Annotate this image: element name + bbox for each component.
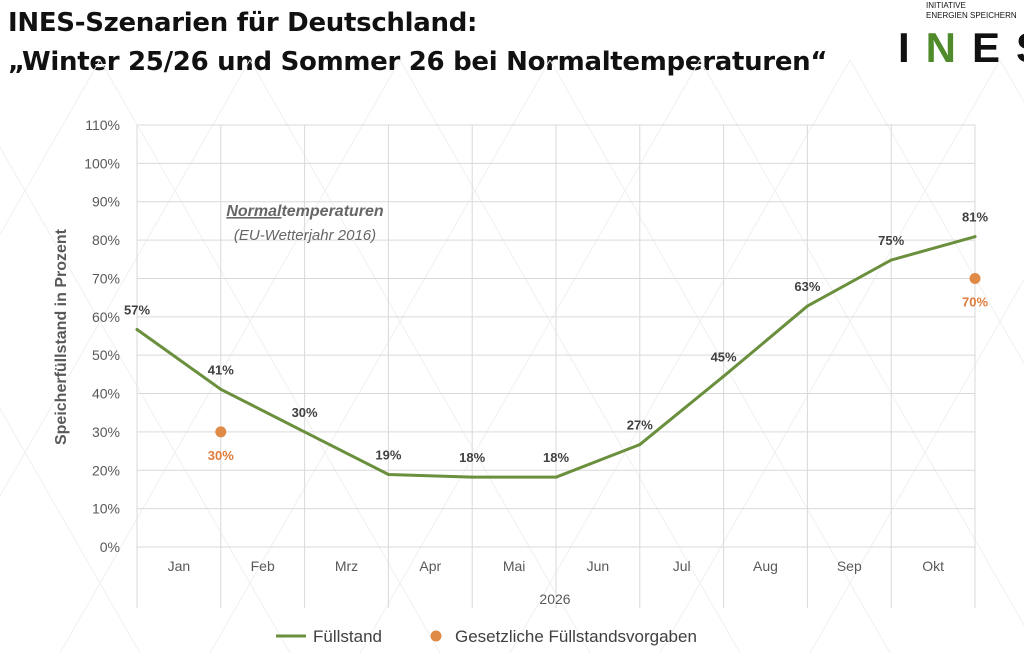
legend: Füllstand Gesetzliche Füllstandsvorgaben	[276, 627, 697, 646]
x-tick-label: Feb	[251, 558, 275, 574]
fuellstand-data-label: 45%	[711, 349, 737, 364]
logo-wordmark: INES	[898, 24, 1024, 71]
bg-pattern-line	[0, 146, 291, 653]
y-tick-label: 20%	[92, 462, 120, 478]
legend-label-vorgaben: Gesetzliche Füllstandsvorgaben	[455, 627, 697, 646]
y-tick-label: 10%	[92, 501, 120, 517]
y-tick-label: 30%	[92, 424, 120, 440]
series-fuellstand	[135, 235, 977, 479]
series-fuellstand-labels: 57% 41% 30% 19% 18% 18% 27% 45% 63% 75% 81%	[124, 210, 988, 466]
x-axis-ticks: Jan Feb Mrz Apr Mai Jun Jul Aug Sep Okt	[168, 558, 944, 574]
fuellstand-point	[805, 304, 809, 308]
bg-pattern-line	[659, 59, 1001, 653]
y-tick-label: 100%	[84, 155, 120, 171]
bg-pattern-line	[0, 59, 251, 498]
fuellstand-point	[973, 235, 977, 239]
fuellstand-data-label: 19%	[375, 447, 401, 462]
page-title: INES-Szenarien für Deutschland: „Winter …	[8, 4, 827, 82]
bg-pattern-line	[399, 59, 741, 653]
fuellstand-point	[722, 374, 726, 378]
vorgabe-data-label: 30%	[208, 448, 234, 463]
fuellstand-point	[554, 475, 558, 479]
bg-pattern-line	[509, 59, 851, 653]
title-line-1: INES-Szenarien für Deutschland:	[8, 8, 478, 38]
bg-pattern-line	[0, 59, 101, 236]
annotation-subtitle: (EU-Wetterjahr 2016)	[234, 227, 376, 244]
y-tick-label: 110%	[85, 117, 120, 133]
x-tick-label: Jul	[673, 558, 691, 574]
y-tick-label: 40%	[92, 386, 120, 402]
fuellstand-point	[889, 258, 893, 262]
vorgabe-point	[215, 426, 227, 438]
y-tick-label: 60%	[92, 309, 120, 325]
x-tick-label: Mrz	[335, 558, 358, 574]
fuellstand-point	[219, 387, 223, 391]
vorgabe-data-label: 70%	[962, 294, 988, 309]
bg-pattern-line	[99, 59, 441, 653]
fuellstand-point	[135, 327, 139, 331]
fuellstand-point	[303, 430, 307, 434]
x-tick-label: Apr	[419, 558, 441, 574]
x-tick-label: Jun	[587, 558, 610, 574]
legend-label-fuellstand: Füllstand	[313, 627, 382, 646]
x-tick-label: Aug	[753, 558, 778, 574]
y-tick-label: 50%	[92, 347, 120, 363]
logo-tagline: INITIATIVE ENERGIEN SPEICHERN	[926, 1, 1017, 21]
fuellstand-data-label: 75%	[878, 233, 904, 248]
ines-logo: INITIATIVE ENERGIEN SPEICHERN INES	[896, 0, 1024, 74]
bg-pattern-line	[0, 407, 141, 653]
annotation: Normaltemperaturen (EU-Wetterjahr 2016)	[226, 203, 384, 244]
bg-pattern-line	[59, 59, 401, 653]
x-tick-label: Sep	[837, 558, 862, 574]
y-tick-label: 90%	[92, 194, 120, 210]
series-vorgaben: 30% 70%	[208, 272, 988, 463]
y-tick-label: 0%	[100, 539, 120, 555]
y-tick-label: 70%	[92, 270, 120, 286]
bg-pattern-line	[249, 59, 591, 653]
fuellstand-data-label: 18%	[459, 450, 485, 465]
vorgabe-point	[969, 272, 981, 284]
bg-pattern-line	[699, 59, 1024, 627]
x-tick-label: Okt	[922, 558, 944, 574]
background-pattern	[0, 59, 1024, 653]
fuellstand-point	[470, 475, 474, 479]
legend-swatch-vorgaben	[430, 630, 442, 642]
fuellstand-data-label: 30%	[292, 405, 318, 420]
fuellstand-data-label: 81%	[962, 210, 988, 225]
y-axis-label: Speicherfüllstand in Prozent	[53, 228, 70, 445]
chart-grid	[136, 124, 976, 608]
logo-tagline-line-1: INITIATIVE	[926, 1, 966, 10]
logo-tagline-line-2: ENERGIEN SPEICHERN	[926, 11, 1017, 20]
y-tick-label: 80%	[92, 232, 120, 248]
bg-pattern-line	[809, 278, 1024, 653]
fuellstand-point	[386, 472, 390, 476]
bg-pattern-line	[549, 59, 891, 653]
fuellstand-data-label: 63%	[794, 279, 820, 294]
fuellstand-point	[638, 443, 642, 447]
annotation-title: Normaltemperaturen	[226, 203, 384, 220]
fuellstand-data-label: 27%	[627, 418, 653, 433]
y-axis-ticks: 0% 10% 20% 30% 40% 50% 60% 70% 80% 90% 100% 110%	[84, 117, 120, 555]
bg-pattern-line	[359, 59, 701, 653]
fuellstand-data-label: 41%	[208, 362, 234, 377]
bg-pattern-line	[849, 59, 1024, 365]
x-tick-label: Jan	[168, 558, 191, 574]
fuellstand-data-label: 57%	[124, 302, 150, 317]
x-tick-label: Mai	[503, 558, 526, 574]
title-line-2: „Winter 25/26 und Sommer 26 bei Normalte…	[8, 47, 828, 77]
fuellstand-data-label: 18%	[543, 450, 569, 465]
bg-pattern-line	[209, 59, 551, 653]
x-axis-label: 2026	[539, 591, 570, 607]
